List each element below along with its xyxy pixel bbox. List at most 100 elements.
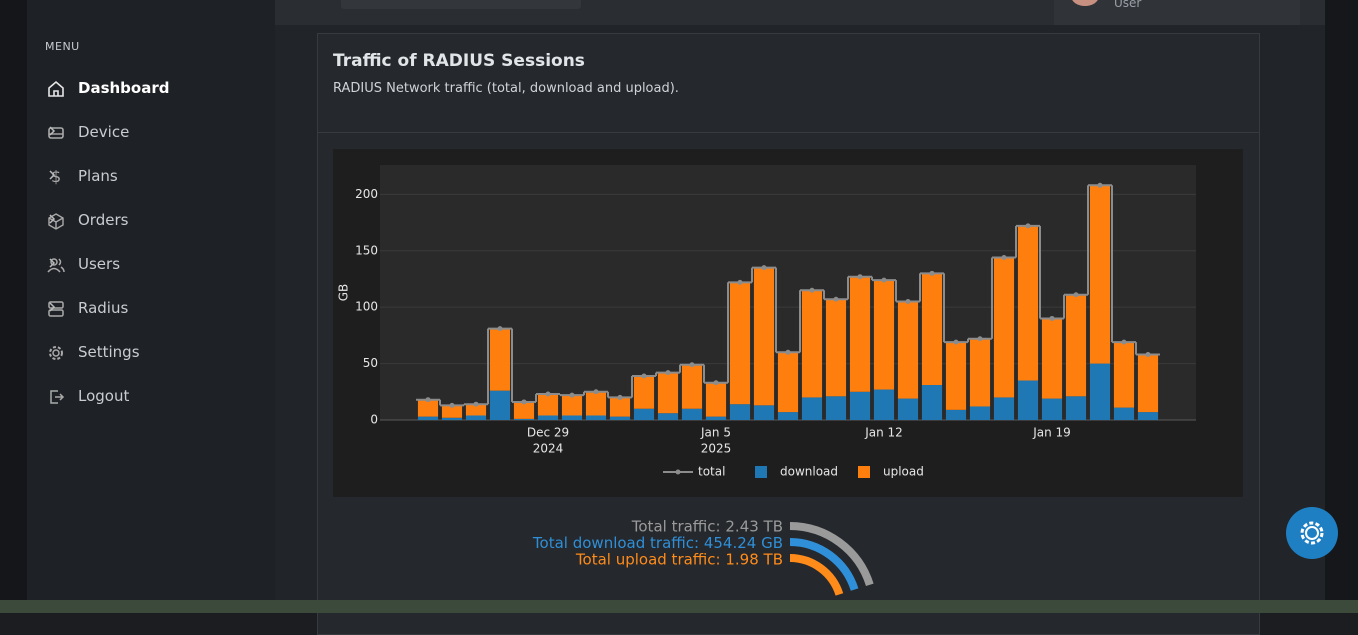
taskbar — [0, 600, 1358, 613]
chart: 0 50 100 150 200 Dec 29 2024 Jan 5 2025 Jan 12 Jan… — [337, 165, 1196, 479]
sidebar — [27, 0, 275, 600]
chevron-path — [49, 170, 56, 180]
total-marker — [449, 402, 455, 408]
menu-item[interactable]: Device — [47, 121, 262, 145]
settings-button[interactable] — [1286, 507, 1338, 559]
svg-text:$: $ — [51, 168, 61, 186]
menu-label: Users — [78, 255, 121, 273]
bar — [1113, 407, 1135, 420]
bar — [657, 413, 679, 420]
menu-label: Settings — [78, 343, 140, 361]
total-marker — [881, 277, 887, 283]
total-marker — [497, 326, 503, 332]
x-tick-label: 2024 — [533, 442, 564, 456]
bar — [1089, 363, 1111, 420]
y-tick-label: 0 — [370, 413, 378, 427]
x-tick-label: Jan 5 — [700, 426, 731, 440]
bar — [969, 338, 991, 407]
x-tick-label: Dec 29 — [527, 426, 569, 440]
total-arc — [789, 538, 859, 591]
search-box[interactable] — [341, 0, 581, 9]
legend-swatch — [755, 466, 767, 478]
total-marker — [929, 270, 935, 276]
user-role: User — [1114, 0, 1142, 10]
total-marker — [737, 279, 743, 285]
menu-icon — [49, 346, 63, 360]
total-marker — [641, 373, 647, 379]
menu-label: Dashboard — [78, 79, 170, 97]
bar — [705, 382, 727, 417]
menu-item[interactable]: Radius — [47, 297, 262, 321]
menu-icon — [48, 301, 64, 317]
total-marker — [425, 397, 431, 403]
bar — [1089, 185, 1111, 364]
chevron — [49, 170, 56, 180]
menu-item[interactable]: Orders — [47, 209, 262, 233]
bar — [849, 391, 871, 420]
menu-item[interactable]: Users — [47, 253, 262, 277]
bar — [489, 390, 511, 420]
bar — [489, 328, 511, 391]
total-arc — [789, 522, 874, 587]
bar — [417, 416, 439, 420]
chevron-path — [49, 126, 56, 136]
bar — [633, 375, 655, 409]
bar — [753, 405, 775, 420]
total-marker — [1049, 315, 1055, 321]
bar — [1137, 412, 1159, 420]
bar — [1041, 398, 1063, 420]
bar — [825, 299, 847, 397]
bar — [777, 412, 799, 420]
y-tick-label: 100 — [355, 300, 378, 314]
bar — [609, 397, 631, 417]
menu-item[interactable]: $ Plans — [47, 165, 262, 189]
total-marker — [905, 299, 911, 305]
bar — [873, 389, 895, 420]
menu-icon — [48, 213, 64, 230]
bar — [729, 282, 751, 405]
total-marker — [833, 296, 839, 302]
bar — [1017, 380, 1039, 420]
bar — [513, 401, 535, 419]
bar — [945, 409, 967, 420]
menu-label: Plans — [78, 167, 118, 185]
bar — [777, 352, 799, 413]
bar — [585, 415, 607, 420]
menu-icon — [48, 80, 64, 97]
chevron-path — [49, 258, 56, 268]
bar — [1065, 294, 1087, 397]
bar — [801, 397, 823, 420]
bar — [561, 415, 583, 420]
bar — [1041, 318, 1063, 399]
menu-item[interactable]: Logout — [47, 385, 262, 409]
total-marker — [713, 380, 719, 386]
bar — [993, 397, 1015, 420]
y-axis-title: GB — [337, 284, 351, 302]
bar — [753, 267, 775, 406]
bar — [1137, 354, 1159, 413]
menu-label: Orders — [78, 211, 129, 229]
menu-item[interactable]: Settings — [47, 341, 262, 365]
bar — [729, 404, 751, 420]
bar — [1017, 225, 1039, 381]
total-marker — [1145, 352, 1151, 358]
total-marker — [1073, 292, 1079, 298]
total-marker — [785, 349, 791, 355]
menu-item[interactable]: Dashboard — [47, 77, 262, 101]
chevron — [49, 258, 56, 268]
bar — [945, 342, 967, 410]
y-tick-label: 200 — [355, 187, 378, 201]
chevron — [49, 302, 56, 312]
bar — [441, 405, 463, 418]
x-tick-label: 2025 — [701, 442, 732, 456]
bar — [1065, 396, 1087, 420]
total-marker — [593, 389, 599, 395]
bar — [681, 364, 703, 409]
total-marker — [857, 274, 863, 280]
user-box[interactable] — [1054, 0, 1300, 25]
bar — [513, 418, 535, 420]
bar — [969, 406, 991, 420]
bar — [609, 416, 631, 420]
bar — [537, 415, 559, 420]
bar — [417, 399, 439, 417]
